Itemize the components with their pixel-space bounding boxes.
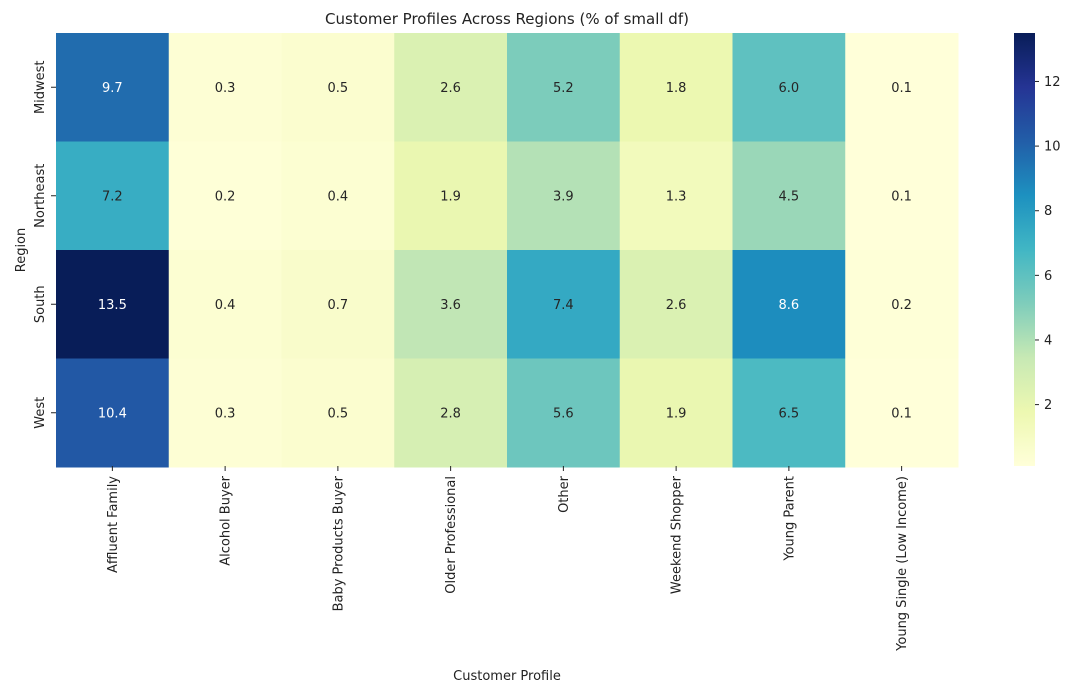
heatmap-cell — [281, 141, 395, 251]
heatmap-cell — [732, 33, 846, 142]
y-axis: Midwest Northeast South West — [33, 60, 56, 429]
cell-value-label: 4.5 — [779, 189, 800, 204]
x-axis: Affluent Family Alcohol Buyer Baby Product… — [106, 466, 910, 652]
cell-value-label: 5.2 — [553, 81, 574, 96]
y-tick-label: South — [33, 285, 48, 323]
heatmap-cell — [168, 250, 282, 359]
heatmap-cell — [619, 33, 733, 142]
heatmap-cell — [281, 358, 395, 468]
heatmap-cell — [507, 33, 621, 142]
cell-value-label: 1.9 — [666, 406, 687, 421]
y-tick-label: Northeast — [33, 164, 48, 228]
cell-value-label: 0.5 — [328, 81, 349, 96]
heatmap-cell — [619, 250, 733, 359]
colorbar-tick-label: 2 — [1044, 398, 1052, 413]
cell-value-label: 0.3 — [215, 406, 236, 421]
cell-value-label: 13.5 — [98, 298, 127, 313]
heatmap-cell — [56, 250, 170, 359]
heatmap-cell — [394, 33, 508, 142]
heatmap-cell — [56, 358, 170, 468]
cell-value-label: 3.6 — [440, 298, 461, 313]
heatmap-cell — [394, 250, 508, 359]
cell-value-label: 7.2 — [102, 189, 123, 204]
cell-value-label: 1.8 — [666, 81, 687, 96]
y-axis-label: Region — [14, 228, 29, 273]
cell-value-label: 0.2 — [891, 298, 912, 313]
colorbar-tick-label: 10 — [1044, 140, 1061, 155]
cell-value-label: 2.6 — [666, 298, 687, 313]
heatmap-cell — [507, 250, 621, 359]
heatmap-cell — [507, 358, 621, 468]
x-tick-label: Older Professional — [444, 476, 459, 594]
heatmap-cell — [845, 250, 959, 359]
cell-value-label: 6.0 — [779, 81, 800, 96]
cell-value-label: 0.1 — [891, 189, 912, 204]
heatmap-cell — [732, 250, 846, 359]
x-tick-label: Alcohol Buyer — [219, 475, 234, 565]
cell-value-label: 6.5 — [779, 406, 800, 421]
x-tick-label: Baby Products Buyer — [331, 475, 346, 611]
heatmap-cell — [281, 250, 395, 359]
cell-value-label: 0.2 — [215, 189, 236, 204]
x-tick-label: Other — [557, 475, 572, 513]
heatmap-cell — [394, 141, 508, 251]
colorbar-tick-label: 12 — [1044, 75, 1061, 90]
heatmap-cell — [845, 33, 959, 142]
cell-value-label: 1.9 — [440, 189, 461, 204]
colorbar-tick-label: 8 — [1044, 204, 1052, 219]
cell-value-label: 5.6 — [553, 406, 574, 421]
cell-value-label: 8.6 — [779, 298, 800, 313]
cell-value-label: 0.1 — [891, 81, 912, 96]
x-tick-label: Affluent Family — [106, 476, 121, 573]
heatmap-cell — [619, 141, 733, 251]
x-axis-label: Customer Profile — [453, 669, 561, 684]
heatmap-cell-labels: 9.7 0.3 0.5 2.6 5.2 1.8 6.0 0.1 7.2 0.2 0.4 1.9 3.9 1… — [98, 81, 912, 422]
heatmap-cell — [619, 358, 733, 468]
y-tick-label: Midwest — [33, 60, 48, 114]
cell-value-label: 0.4 — [215, 298, 236, 313]
y-tick-label: West — [33, 397, 48, 429]
heatmap-cell — [168, 141, 282, 251]
heatmap-cell — [732, 141, 846, 251]
heatmap-cell — [168, 358, 282, 468]
cell-value-label: 2.6 — [440, 81, 461, 96]
heatmap-cell — [732, 358, 846, 468]
heatmap-cell — [845, 358, 959, 468]
cell-value-label: 0.4 — [328, 189, 349, 204]
heatmap-cell — [56, 33, 170, 142]
cell-value-label: 0.1 — [891, 406, 912, 421]
cell-value-label: 0.7 — [328, 298, 349, 313]
x-tick-label: Young Parent — [782, 476, 797, 562]
heatmap-cell — [507, 141, 621, 251]
colorbar-tick-label: 6 — [1044, 269, 1052, 284]
heatmap-cell — [394, 358, 508, 468]
cell-value-label: 3.9 — [553, 189, 574, 204]
heatmap-cell — [281, 33, 395, 142]
heatmap-cells — [56, 33, 959, 468]
colorbar-ticks: 2 4 6 8 10 12 — [1035, 75, 1061, 413]
heatmap-cell — [845, 141, 959, 251]
cell-value-label: 0.3 — [215, 81, 236, 96]
heatmap-cell — [56, 141, 170, 251]
cell-value-label: 1.3 — [666, 189, 687, 204]
cell-value-label: 2.8 — [440, 406, 461, 421]
cell-value-label: 0.5 — [328, 406, 349, 421]
colorbar-tick-label: 4 — [1044, 333, 1052, 348]
chart-title: Customer Profiles Across Regions (% of s… — [325, 10, 689, 28]
colorbar — [1014, 33, 1035, 466]
x-tick-label: Weekend Shopper — [670, 475, 685, 594]
cell-value-label: 7.4 — [553, 298, 574, 313]
cell-value-label: 10.4 — [98, 406, 127, 421]
cell-value-label: 9.7 — [102, 81, 123, 96]
heatmap-cell — [168, 33, 282, 142]
x-tick-label: Young Single (Low Income) — [895, 476, 910, 652]
